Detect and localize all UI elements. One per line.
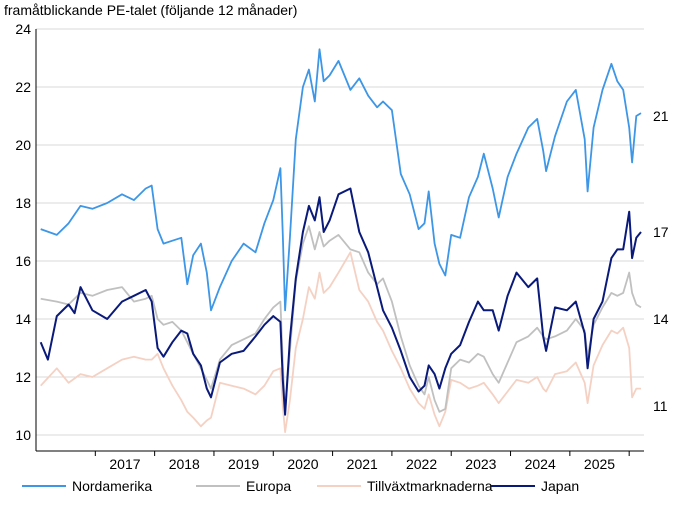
y-tick-label: 20 <box>15 137 31 153</box>
legend-swatch <box>196 485 240 487</box>
y-tick-label: 12 <box>15 369 31 385</box>
series-line-tillväxtmarknaderna <box>40 251 641 433</box>
legend-item-nordamerika: Nordamerika <box>22 478 152 494</box>
y-tick-label: 22 <box>15 79 31 95</box>
end-label-japan: 17 <box>653 224 669 240</box>
x-tick-label: 2022 <box>406 456 437 472</box>
legend-item-europa: Europa <box>196 478 291 494</box>
legend-label: Tillväxtmarknaderna <box>367 478 493 494</box>
legend-swatch <box>22 485 66 487</box>
end-label-tillväxtmarknaderna: 11 <box>653 398 668 414</box>
end-label-europa: 14 <box>653 311 669 327</box>
x-tick-label: 2021 <box>347 456 378 472</box>
series-line-japan <box>39 187 642 416</box>
legend-label: Nordamerika <box>72 478 153 494</box>
gridlines <box>36 28 644 436</box>
x-tick-label: 2017 <box>109 456 140 472</box>
legend: Nordamerika Europa Tillväxtmarknaderna Japa… <box>0 478 680 500</box>
end-labels: 21 14 11 17 <box>653 108 669 414</box>
series-lines <box>39 48 642 433</box>
x-tick-label: 2018 <box>169 456 200 472</box>
x-tick-label: 2025 <box>584 456 615 472</box>
series-line-nordamerika <box>40 48 642 312</box>
legend-label: Japan <box>541 478 580 494</box>
end-label-nordamerika: 21 <box>653 108 669 124</box>
y-tick-label: 16 <box>15 253 31 269</box>
y-tick-label: 24 <box>15 21 31 37</box>
y-tick-label: 10 <box>15 427 31 443</box>
y-tick-label: 18 <box>15 195 31 211</box>
x-tick-label: 2023 <box>465 456 496 472</box>
series-line-europa <box>40 225 642 413</box>
chart-title: framåtblickande PE-talet (följande 12 må… <box>4 2 298 18</box>
x-tick-label: 2019 <box>228 456 259 472</box>
legend-swatch <box>491 485 535 487</box>
x-tick-label: 2020 <box>287 456 318 472</box>
legend-label: Europa <box>246 478 292 494</box>
legend-swatch <box>317 485 361 487</box>
x-tick-label: 2024 <box>525 456 556 472</box>
y-tick-label: 14 <box>15 311 31 327</box>
legend-item-japan: Japan <box>491 478 579 494</box>
legend-item-tillväxtmarknaderna: Tillväxtmarknaderna <box>317 478 493 494</box>
